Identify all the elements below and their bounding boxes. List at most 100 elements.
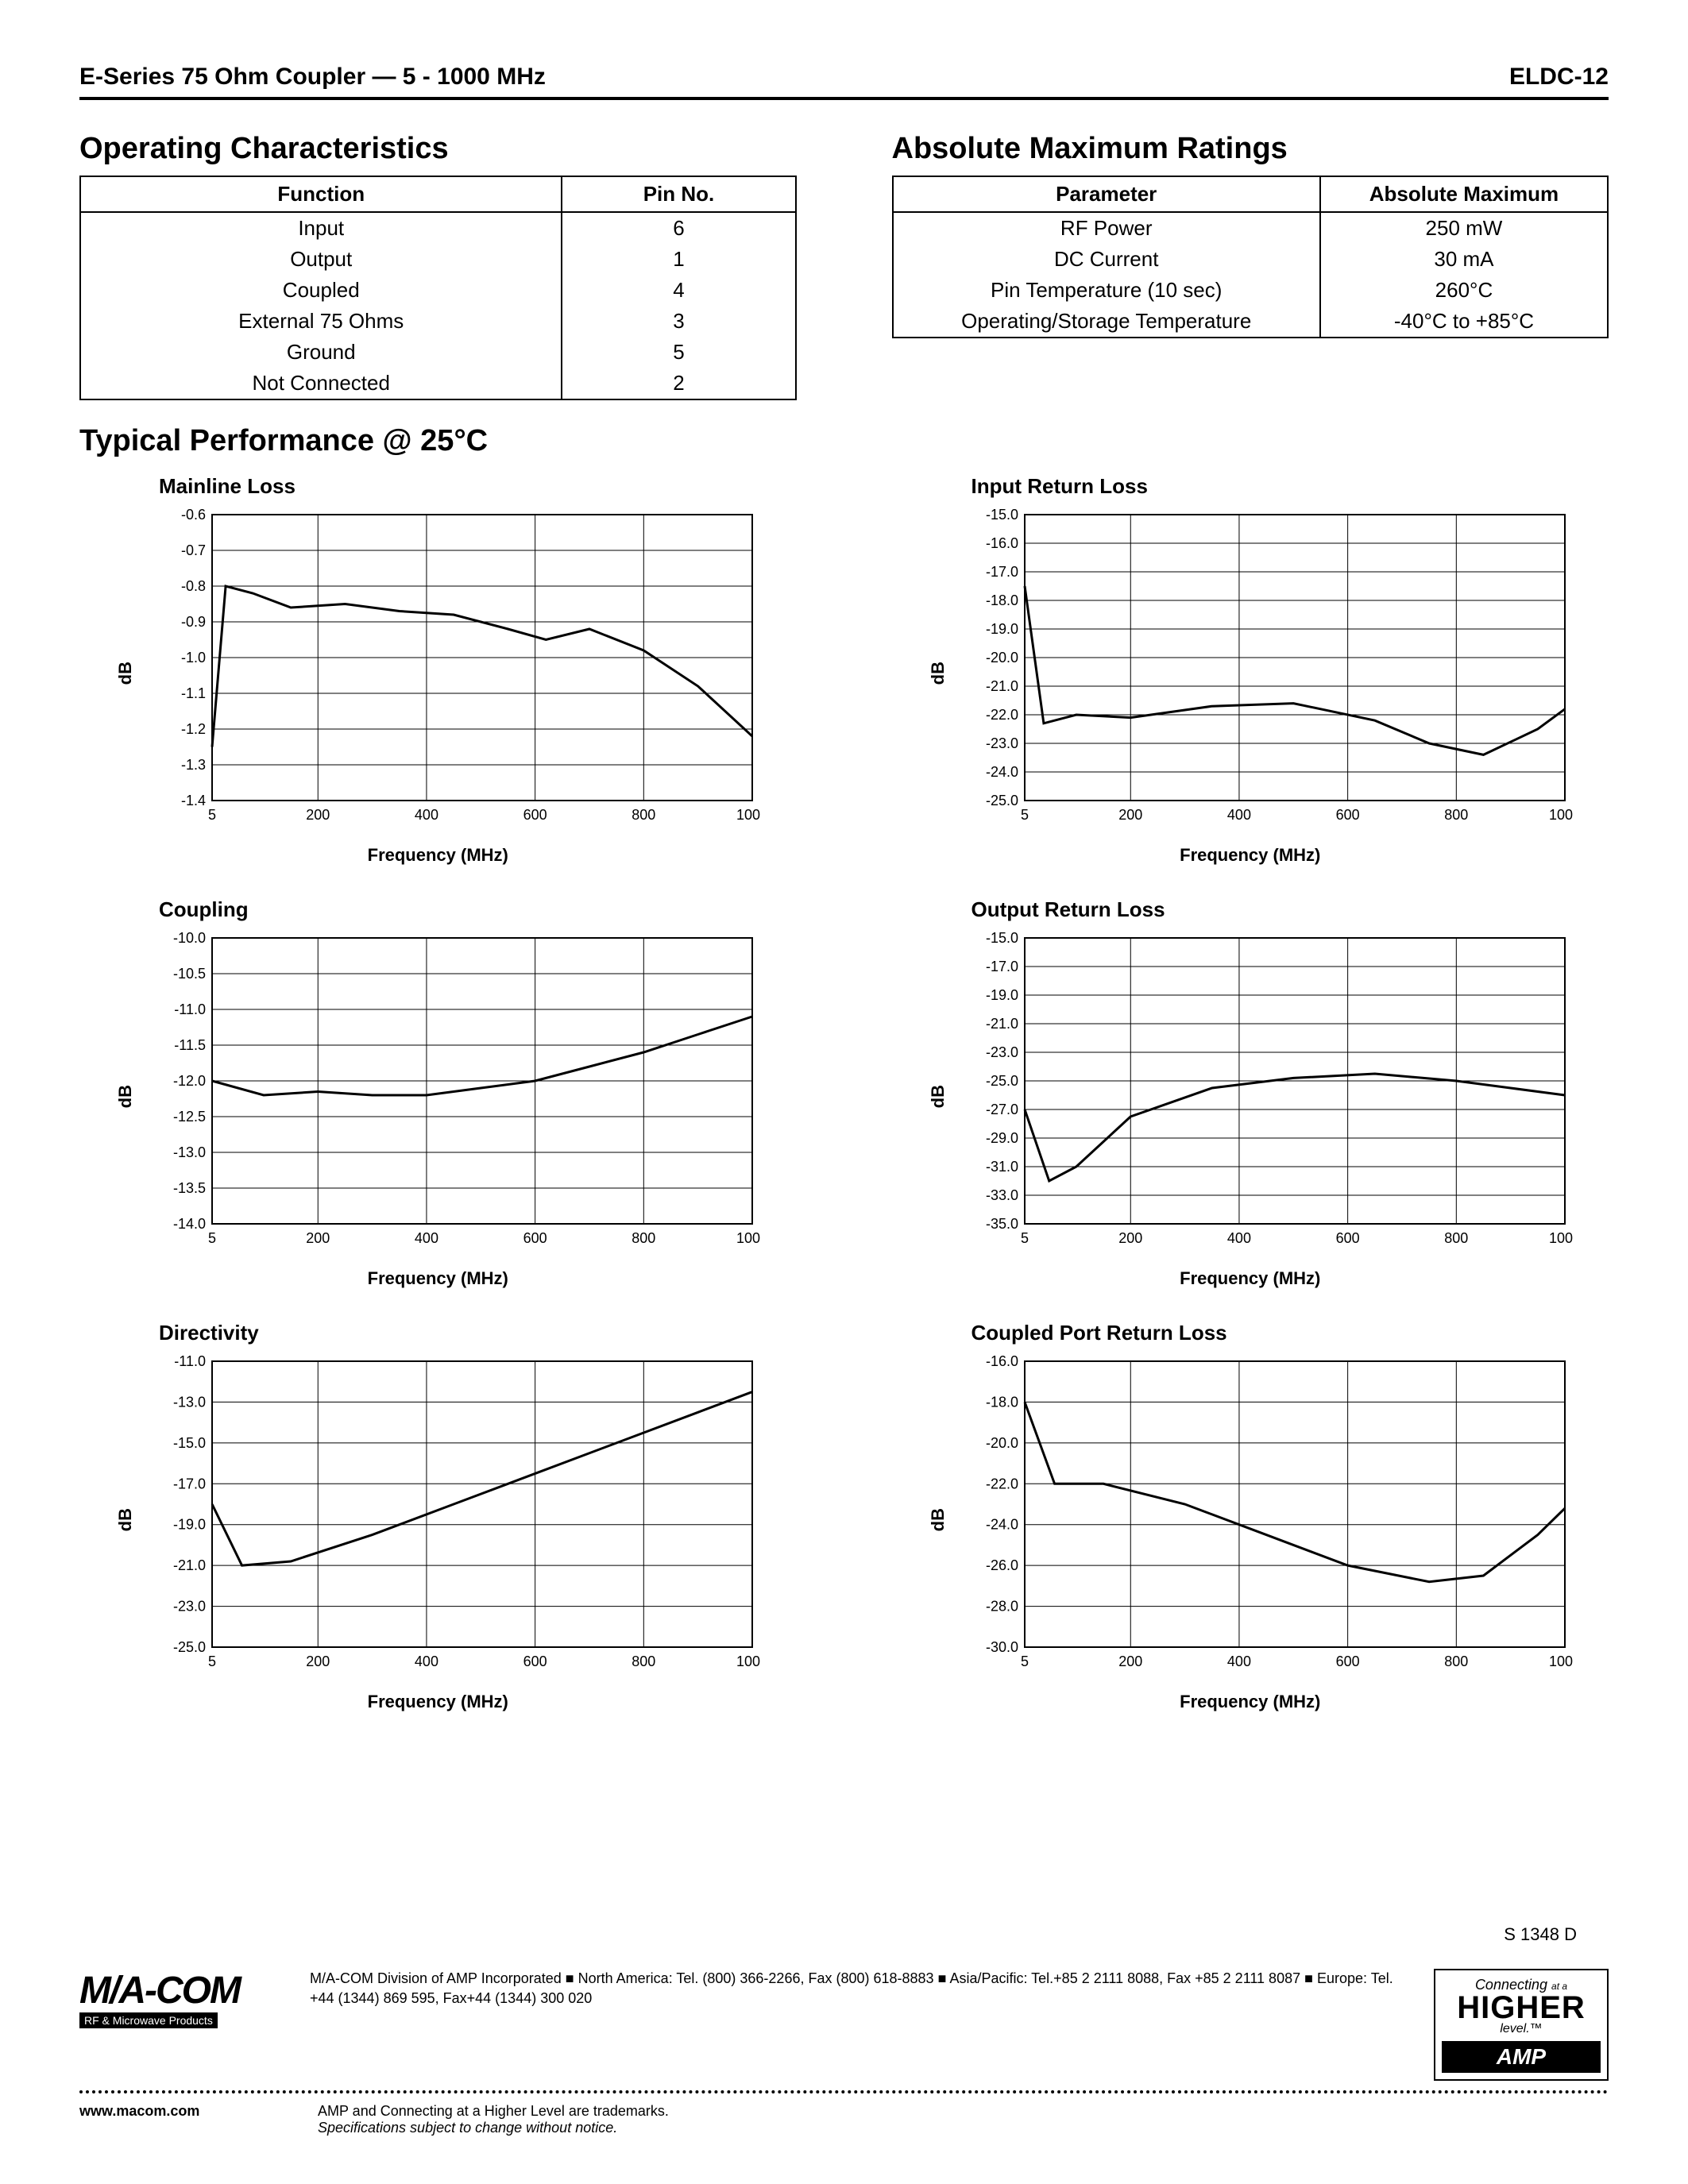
- chart-xlabel: Frequency (MHz): [1180, 845, 1320, 866]
- chart-xlabel: Frequency (MHz): [368, 1692, 508, 1712]
- rt-th-0: Parameter: [893, 176, 1320, 212]
- chart-xlabel: Frequency (MHz): [368, 845, 508, 866]
- ratings-cell: Pin Temperature (10 sec): [893, 275, 1320, 306]
- svg-text:-13.5: -13.5: [173, 1180, 206, 1196]
- table-row: Operating/Storage Temperature-40°C to +8…: [893, 306, 1609, 338]
- svg-text:-16.0: -16.0: [986, 535, 1018, 551]
- svg-text:-0.8: -0.8: [181, 578, 206, 594]
- table-row: Coupled4: [80, 275, 796, 306]
- svg-text:-14.0: -14.0: [173, 1216, 206, 1232]
- chart-svg: 52004006008001000-10.0-10.5-11.0-11.5-12…: [141, 930, 760, 1264]
- ratings-title: Absolute Maximum Ratings: [892, 132, 1609, 166]
- operating-col: Operating Characteristics Function Pin N…: [79, 132, 797, 400]
- svg-text:-23.0: -23.0: [986, 1044, 1018, 1060]
- chart-ylabel: dB: [115, 1085, 136, 1108]
- header-right: ELDC-12: [1509, 64, 1609, 91]
- operating-cell: 5: [562, 337, 795, 368]
- macom-logo: M/A-COM RF & Microwave Products: [79, 1969, 286, 2028]
- svg-text:-0.6: -0.6: [181, 507, 206, 523]
- svg-text:200: 200: [306, 807, 330, 823]
- svg-text:200: 200: [306, 1230, 330, 1246]
- table-row: External 75 Ohms3: [80, 306, 796, 337]
- svg-text:-10.5: -10.5: [173, 966, 206, 982]
- operating-cell: Input: [80, 212, 562, 244]
- svg-text:-25.0: -25.0: [986, 793, 1018, 808]
- table-row: DC Current30 mA: [893, 244, 1609, 275]
- operating-cell: Not Connected: [80, 368, 562, 399]
- ratings-cell: 260°C: [1320, 275, 1608, 306]
- svg-text:5: 5: [208, 1653, 216, 1669]
- svg-text:1000: 1000: [736, 1230, 760, 1246]
- ratings-col: Absolute Maximum Ratings Parameter Absol…: [892, 132, 1609, 400]
- svg-text:1000: 1000: [1549, 807, 1573, 823]
- chart-svg: 52004006008001000-0.6-0.7-0.8-0.9-1.0-1.…: [141, 507, 760, 840]
- svg-text:-33.0: -33.0: [986, 1187, 1018, 1203]
- ratings-cell: RF Power: [893, 212, 1320, 244]
- table-row: Ground5: [80, 337, 796, 368]
- chart-title: Coupling: [159, 897, 797, 922]
- chart-data-line: [212, 1392, 752, 1566]
- svg-text:-31.0: -31.0: [986, 1159, 1018, 1175]
- svg-text:-18.0: -18.0: [986, 1394, 1018, 1410]
- svg-text:-25.0: -25.0: [173, 1639, 206, 1655]
- svg-text:-23.0: -23.0: [173, 1599, 206, 1615]
- ratings-cell: 30 mA: [1320, 244, 1608, 275]
- operating-cell: Ground: [80, 337, 562, 368]
- chart-ylabel: dB: [928, 1085, 948, 1108]
- footer-notice: AMP and Connecting at a Higher Level are…: [318, 2103, 1609, 2136]
- chart-ylabel: dB: [115, 662, 136, 685]
- svg-text:-17.0: -17.0: [986, 564, 1018, 580]
- ratings-cell: 250 mW: [1320, 212, 1608, 244]
- svg-text:-24.0: -24.0: [986, 764, 1018, 780]
- rt-th-1: Absolute Maximum: [1320, 176, 1608, 212]
- svg-text:-27.0: -27.0: [986, 1102, 1018, 1117]
- chart-input_rl: Input Return LossdB52004006008001000-15.…: [892, 474, 1609, 866]
- chart-coupled_rl: Coupled Port Return LossdB52004006008001…: [892, 1321, 1609, 1712]
- svg-text:-15.0: -15.0: [986, 507, 1018, 523]
- operating-cell: 4: [562, 275, 795, 306]
- chart-title: Mainline Loss: [159, 474, 797, 499]
- operating-cell: 2: [562, 368, 795, 399]
- footer-notice-1: AMP and Connecting at a Higher Level are…: [318, 2103, 1609, 2120]
- svg-text:-21.0: -21.0: [986, 678, 1018, 694]
- svg-text:-20.0: -20.0: [986, 1435, 1018, 1451]
- chart-data-line: [1025, 1402, 1565, 1581]
- chart-data-line: [1025, 586, 1565, 754]
- svg-text:5: 5: [208, 807, 216, 823]
- svg-text:1000: 1000: [736, 1653, 760, 1669]
- operating-cell: 6: [562, 212, 795, 244]
- chart-xlabel: Frequency (MHz): [1180, 1268, 1320, 1289]
- chart-coupling: CouplingdB52004006008001000-10.0-10.5-11…: [79, 897, 797, 1289]
- amp-logo: AMP: [1442, 2041, 1601, 2073]
- op-th-1: Pin No.: [562, 176, 795, 212]
- ratings-cell: DC Current: [893, 244, 1320, 275]
- chart-title: Input Return Loss: [971, 474, 1609, 499]
- svg-text:-12.0: -12.0: [173, 1073, 206, 1089]
- footer-notice-2: Specifications subject to change without…: [318, 2120, 1609, 2136]
- svg-text:-24.0: -24.0: [986, 1517, 1018, 1533]
- operating-title: Operating Characteristics: [79, 132, 797, 166]
- svg-text:600: 600: [1335, 1653, 1359, 1669]
- svg-text:-11.0: -11.0: [175, 1353, 207, 1369]
- svg-text:-17.0: -17.0: [173, 1476, 206, 1491]
- svg-text:-10.0: -10.0: [173, 930, 206, 946]
- page-footer: S 1348 D M/A-COM RF & Microwave Products…: [79, 1924, 1609, 2136]
- chart-title: Coupled Port Return Loss: [971, 1321, 1609, 1345]
- operating-cell: External 75 Ohms: [80, 306, 562, 337]
- chart-ylabel: dB: [928, 662, 948, 685]
- connecting-box: Connecting at a HIGHER level.™ AMP: [1434, 1969, 1609, 2081]
- svg-text:800: 800: [1444, 1230, 1468, 1246]
- operating-cell: 1: [562, 244, 795, 275]
- chart-directivity: DirectivitydB52004006008001000-11.0-13.0…: [79, 1321, 797, 1712]
- svg-text:-25.0: -25.0: [986, 1073, 1018, 1089]
- svg-text:800: 800: [632, 1230, 656, 1246]
- header-left: E-Series 75 Ohm Coupler — 5 - 1000 MHz: [79, 64, 546, 91]
- svg-text:5: 5: [1021, 807, 1029, 823]
- svg-text:5: 5: [1021, 1653, 1029, 1669]
- svg-text:200: 200: [1118, 807, 1142, 823]
- svg-text:800: 800: [1444, 1653, 1468, 1669]
- operating-table: Function Pin No. Input6Output1Coupled4Ex…: [79, 176, 797, 400]
- connect-main: HIGHER: [1442, 1993, 1601, 2022]
- svg-text:-15.0: -15.0: [173, 1435, 206, 1451]
- typical-title: Typical Performance @ 25°C: [79, 424, 1609, 458]
